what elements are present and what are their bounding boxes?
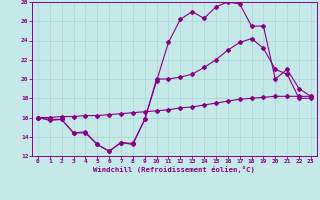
X-axis label: Windchill (Refroidissement éolien,°C): Windchill (Refroidissement éolien,°C) [93,166,255,173]
